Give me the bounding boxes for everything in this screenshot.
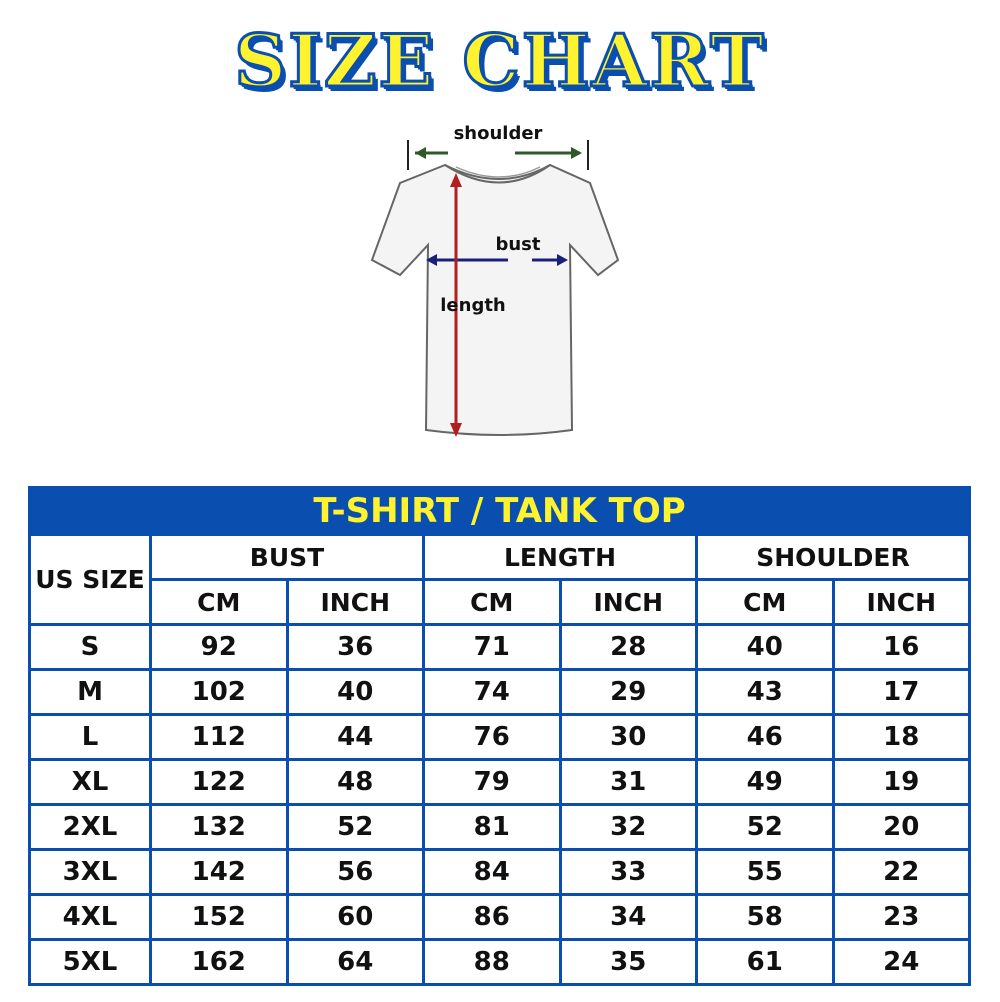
value-cell: 43 — [695, 668, 835, 716]
table-row: 4XL 152 60 86 34 58 23 — [28, 893, 971, 941]
value-cell: 40 — [285, 668, 425, 716]
bust-label: bust — [495, 234, 540, 255]
value-cell: 52 — [695, 803, 835, 851]
size-cell: L — [28, 713, 152, 761]
us-size-header: US SIZE — [28, 533, 152, 626]
value-cell: 122 — [149, 758, 289, 806]
size-cell: XL — [28, 758, 152, 806]
value-cell: 18 — [831, 713, 971, 761]
value-cell: 33 — [558, 848, 698, 896]
table-caption: T-SHIRT / TANK TOP — [28, 486, 971, 536]
unit-header: INCH — [558, 578, 698, 626]
value-cell: 86 — [422, 893, 562, 941]
group-header-length: LENGTH — [422, 533, 698, 581]
value-cell: 40 — [695, 623, 835, 671]
value-cell: 46 — [695, 713, 835, 761]
value-cell: 23 — [831, 893, 971, 941]
value-cell: 19 — [831, 758, 971, 806]
value-cell: 22 — [831, 848, 971, 896]
value-cell: 152 — [149, 893, 289, 941]
unit-header: CM — [695, 578, 835, 626]
table-row: S 92 36 71 28 40 16 — [28, 623, 971, 671]
value-cell: 24 — [831, 938, 971, 986]
tshirt-diagram: shoulder bust length — [370, 123, 620, 437]
value-cell: 56 — [285, 848, 425, 896]
table-row: 5XL 162 64 88 35 61 24 — [28, 938, 971, 986]
table-row: L 112 44 76 30 46 18 — [28, 713, 971, 761]
value-cell: 58 — [695, 893, 835, 941]
value-cell: 28 — [558, 623, 698, 671]
size-cell: S — [28, 623, 152, 671]
value-cell: 29 — [558, 668, 698, 716]
value-cell: 92 — [149, 623, 289, 671]
value-cell: 49 — [695, 758, 835, 806]
value-cell: 60 — [285, 893, 425, 941]
value-cell: 55 — [695, 848, 835, 896]
value-cell: 81 — [422, 803, 562, 851]
value-cell: 74 — [422, 668, 562, 716]
unit-header: INCH — [285, 578, 425, 626]
group-header-shoulder: SHOULDER — [695, 533, 971, 581]
value-cell: 64 — [285, 938, 425, 986]
value-cell: 20 — [831, 803, 971, 851]
value-cell: 34 — [558, 893, 698, 941]
value-cell: 76 — [422, 713, 562, 761]
value-cell: 112 — [149, 713, 289, 761]
value-cell: 84 — [422, 848, 562, 896]
value-cell: 32 — [558, 803, 698, 851]
value-cell: 35 — [558, 938, 698, 986]
size-chart-title: SIZE CHART — [233, 17, 766, 105]
table-row: M 102 40 74 29 43 17 — [28, 668, 971, 716]
unit-header: CM — [149, 578, 289, 626]
size-cell: 2XL — [28, 803, 152, 851]
size-cell: 3XL — [28, 848, 152, 896]
unit-header: INCH — [831, 578, 971, 626]
table-row: 2XL 132 52 81 32 52 20 — [28, 803, 971, 851]
value-cell: 102 — [149, 668, 289, 716]
size-cell: 4XL — [28, 893, 152, 941]
value-cell: 88 — [422, 938, 562, 986]
value-cell: 71 — [422, 623, 562, 671]
value-cell: 79 — [422, 758, 562, 806]
value-cell: 48 — [285, 758, 425, 806]
table-row: XL 122 48 79 31 49 19 — [28, 758, 971, 806]
length-label: length — [440, 295, 506, 316]
table-row: 3XL 142 56 84 33 55 22 — [28, 848, 971, 896]
value-cell: 142 — [149, 848, 289, 896]
unit-header: CM — [422, 578, 562, 626]
value-cell: 162 — [149, 938, 289, 986]
value-cell: 30 — [558, 713, 698, 761]
tshirt-outline — [370, 163, 620, 436]
value-cell: 17 — [831, 668, 971, 716]
value-cell: 31 — [558, 758, 698, 806]
group-header-bust: BUST — [149, 533, 425, 581]
size-cell: M — [28, 668, 152, 716]
value-cell: 52 — [285, 803, 425, 851]
value-cell: 132 — [149, 803, 289, 851]
value-cell: 36 — [285, 623, 425, 671]
value-cell: 16 — [831, 623, 971, 671]
value-cell: 44 — [285, 713, 425, 761]
size-cell: 5XL — [28, 938, 152, 986]
size-table: T-SHIRT / TANK TOP US SIZE BUST LENGTH S… — [28, 486, 971, 986]
shoulder-label: shoulder — [454, 123, 543, 144]
value-cell: 61 — [695, 938, 835, 986]
